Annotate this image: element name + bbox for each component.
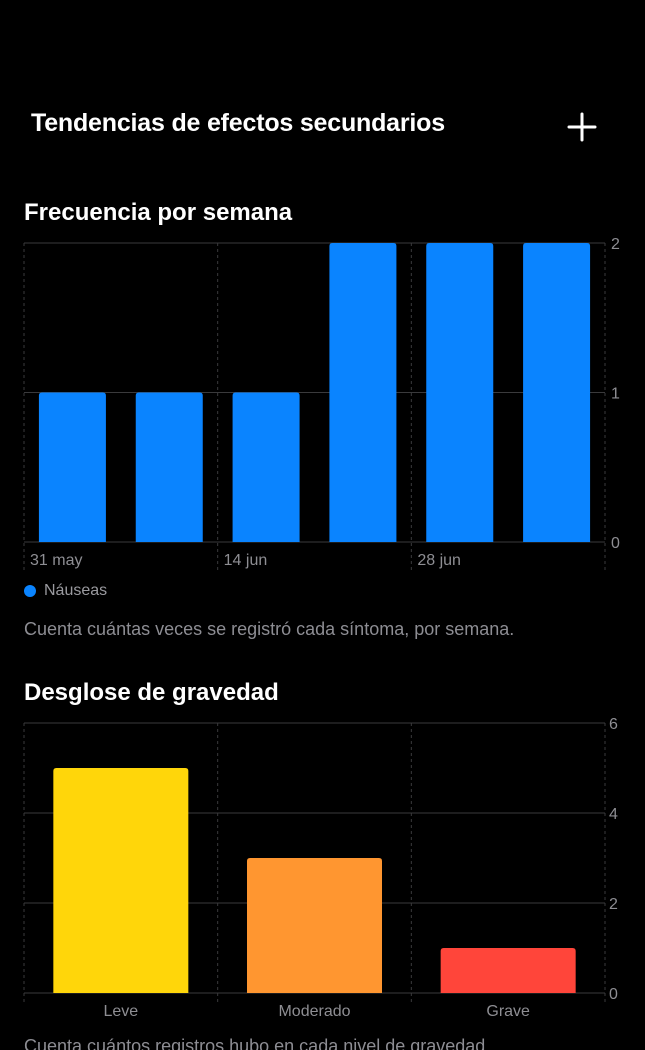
plus-icon [567, 112, 597, 142]
x-tick-label-28-jun: 28 jun [417, 552, 461, 569]
y-tick-label: 2 [609, 896, 618, 913]
frequency-bar-chart: 0 1 2 31 may 14 jun 28 jun [23, 236, 620, 572]
x-tick-label-grave: Grave [486, 1003, 530, 1020]
y-tick-label: 1 [611, 386, 620, 403]
bar-moderado [247, 858, 382, 993]
bar-week-5 [426, 243, 494, 542]
add-button[interactable] [562, 107, 602, 147]
x-tick-label-moderado: Moderado [278, 1003, 350, 1020]
severity-bar-chart: 0 2 4 6 Leve Moderado Grave [23, 716, 618, 1020]
legend-label-nauseas: Náuseas [44, 582, 108, 599]
page-title: Tendencias de efectos secundarios [31, 109, 445, 137]
y-tick-label: 2 [611, 236, 620, 253]
bar-week-6 [523, 243, 591, 542]
frequency-caption: Cuenta cuántas veces se registró cada sí… [24, 619, 515, 639]
severity-caption: Cuenta cuántos registros hubo en cada ni… [24, 1036, 491, 1050]
bar-week-4 [329, 243, 397, 542]
x-tick-label-31-may: 31 may [30, 552, 82, 569]
legend-swatch-nauseas [24, 585, 36, 597]
y-tick-label: 0 [611, 535, 620, 552]
y-tick-label: 0 [609, 986, 618, 1003]
bar-leve [53, 768, 189, 993]
bar-week-3 [232, 392, 300, 542]
bar-week-2 [135, 392, 203, 542]
x-tick-label-14-jun: 14 jun [224, 552, 268, 569]
frequency-legend: Náuseas [24, 582, 107, 600]
bar-grave [440, 948, 576, 993]
severity-section-title: Desglose de gravedad [24, 679, 279, 706]
bar-week-1 [38, 392, 106, 542]
y-tick-label: 4 [609, 806, 618, 823]
frequency-section-title: Frecuencia por semana [24, 199, 293, 226]
x-tick-label-leve: Leve [103, 1003, 138, 1020]
y-tick-label: 6 [609, 716, 618, 733]
